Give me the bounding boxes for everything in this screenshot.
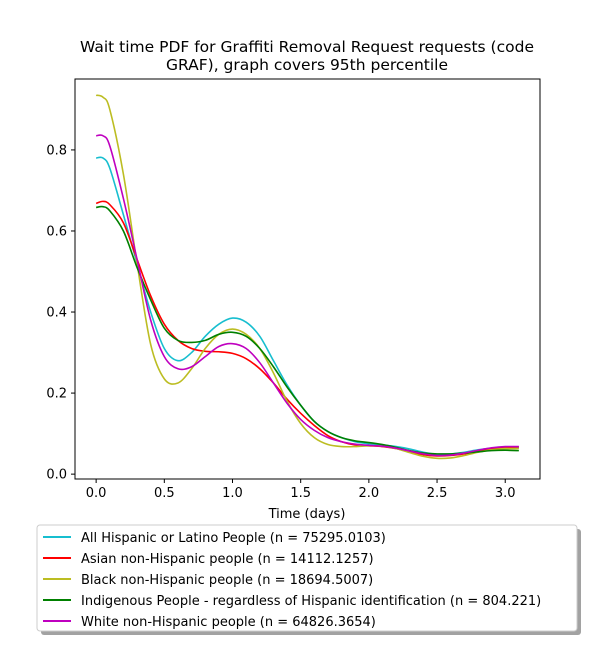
x-tick-label: 0.0 <box>86 486 107 501</box>
series-lines <box>95 94 519 460</box>
series-line-3 <box>96 205 519 455</box>
x-tick-label: 0.5 <box>154 486 175 501</box>
series-line-4 <box>96 134 519 457</box>
legend: All Hispanic or Latino People (n = 75295… <box>36 524 581 635</box>
y-tick-label: 0.4 <box>46 306 67 321</box>
x-tick-label: 2.5 <box>427 486 448 501</box>
x-axis: 0.0 0.5 1.0 1.5 2.0 2.5 3.0 <box>86 479 516 501</box>
legend-items: All Hispanic or Latino People (n = 75295… <box>43 531 541 630</box>
legend-label-0: All Hispanic or Latino People (n = 75295… <box>81 531 386 546</box>
x-tick-label: 1.5 <box>290 486 311 501</box>
series-line-0 <box>96 156 519 456</box>
legend-label-3: Indigenous People - regardless of Hispan… <box>81 594 541 609</box>
legend-box <box>36 524 578 632</box>
y-tick-label: 0.2 <box>46 387 67 402</box>
plot-frame <box>74 78 541 480</box>
series-line-1 <box>95 200 519 457</box>
legend-label-2: Black non-Hispanic people (n = 18694.500… <box>81 573 373 588</box>
legend-label-4: White non-Hispanic people (n = 64826.365… <box>81 615 376 630</box>
chart-title-line-1: Wait time PDF for Graffiti Removal Reque… <box>80 38 534 56</box>
y-tick-label: 0.6 <box>46 224 67 239</box>
y-axis: 0.0 0.2 0.4 0.6 0.8 <box>46 143 75 483</box>
x-tick-label: 3.0 <box>495 486 516 501</box>
x-axis-label: Time (days) <box>268 507 346 522</box>
y-tick-label: 0.8 <box>46 143 67 158</box>
chart-title-line-2: GRAF), graph covers 95th percentile <box>166 56 448 74</box>
y-tick-label: 0.0 <box>46 468 67 483</box>
x-tick-label: 1.0 <box>222 486 243 501</box>
legend-label-1: Asian non-Hispanic people (n = 14112.125… <box>81 552 374 567</box>
series-line-2 <box>95 94 519 460</box>
x-tick-label: 2.0 <box>359 486 380 501</box>
